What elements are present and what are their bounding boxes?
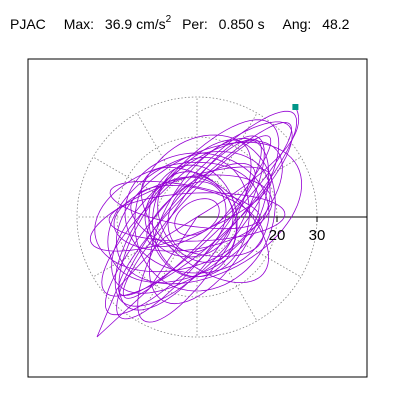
motion-trace <box>89 106 302 338</box>
trace-orbit-16 <box>94 161 260 273</box>
trace-orbit-1 <box>104 110 298 316</box>
tick-label-30: 30 <box>309 227 326 244</box>
trace-orbit-14 <box>146 163 256 247</box>
trace-orbit-24 <box>108 192 286 242</box>
max-value: 36.9 <box>104 16 133 32</box>
angle-label: Ang: <box>282 16 312 32</box>
trace-orbit-25 <box>114 119 280 307</box>
trace-orbit-9 <box>152 157 250 277</box>
max-unit-power: 2 <box>165 14 172 25</box>
trace-orbit-27 <box>134 134 276 292</box>
period-value: 0.850 s <box>218 16 265 32</box>
plot-header: PJAC Max: 36.9 cm/s2 Per: 0.850 s Ang: 4… <box>10 14 350 32</box>
trace-orbit-23 <box>137 135 265 323</box>
tick-labels: 20 30 <box>269 227 326 244</box>
trace-orbit-15 <box>167 181 227 253</box>
tick-label-20: 20 <box>269 227 286 244</box>
station-code: PJAC <box>10 16 46 32</box>
trace-orbit-22 <box>109 180 261 230</box>
grid-spoke-150 <box>92 156 163 198</box>
max-unit: cm/s <box>136 16 166 32</box>
grid-spoke-30 <box>231 156 302 198</box>
trace-orbit-21 <box>116 141 302 285</box>
trace-orbit-5 <box>118 139 252 311</box>
trace-orbit-18 <box>101 121 293 297</box>
trace-orbit-19 <box>148 164 238 278</box>
trace-orbit-20 <box>174 198 220 236</box>
period-label: Per: <box>182 16 208 32</box>
grid-spoke-330 <box>231 236 302 278</box>
grid-spoke-120 <box>136 112 178 183</box>
peak-marker <box>292 104 299 110</box>
grid-spoke-60 <box>216 112 258 183</box>
angle-value: 48.2 <box>322 16 350 32</box>
grid-spoke-240 <box>136 251 178 322</box>
trace-orbit-17 <box>140 167 270 283</box>
trace-orbit-4 <box>124 152 270 274</box>
max-label: Max: <box>63 16 95 32</box>
grid-spoke-300 <box>216 251 258 322</box>
trace-orbit-6 <box>118 122 292 296</box>
plot-frame <box>27 58 368 378</box>
trace-peak-path <box>196 106 300 218</box>
trace-orbit-26 <box>144 176 234 258</box>
trace-orbit-8 <box>130 184 264 258</box>
trace-tail <box>96 216 198 338</box>
